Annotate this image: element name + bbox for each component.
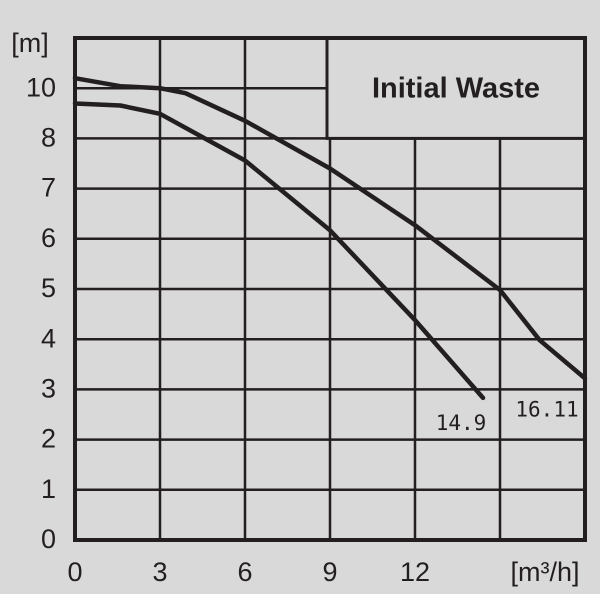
curve-label: 16.11 xyxy=(515,397,578,421)
chart-title: Initial Waste xyxy=(372,73,540,105)
curve xyxy=(72,101,486,401)
x-tick-label: 6 xyxy=(237,557,252,587)
y-tick-label: 8 xyxy=(41,123,56,153)
y-tick-label: 7 xyxy=(41,173,56,203)
x-tick-label: 3 xyxy=(152,557,167,587)
y-tick-label: 6 xyxy=(41,223,56,253)
y-tick-label: 10 xyxy=(26,72,56,102)
x-tick-label: 9 xyxy=(322,557,337,587)
y-tick-label: 1 xyxy=(41,474,56,504)
y-tick-label: 5 xyxy=(41,273,56,303)
x-tick-label: 12 xyxy=(400,557,430,587)
x-axis-label: [m³/h] xyxy=(510,557,579,587)
plot-frame xyxy=(73,36,587,542)
curve xyxy=(72,75,588,381)
curve-label: 14.9 xyxy=(436,411,487,435)
y-tick-label: 3 xyxy=(41,374,56,404)
x-tick-label: 0 xyxy=(67,557,82,587)
y-tick-label: 4 xyxy=(41,323,56,353)
y-tick-label: 2 xyxy=(41,424,56,454)
y-axis-label: [m] xyxy=(11,28,49,58)
y-tick-label: 0 xyxy=(41,524,56,554)
